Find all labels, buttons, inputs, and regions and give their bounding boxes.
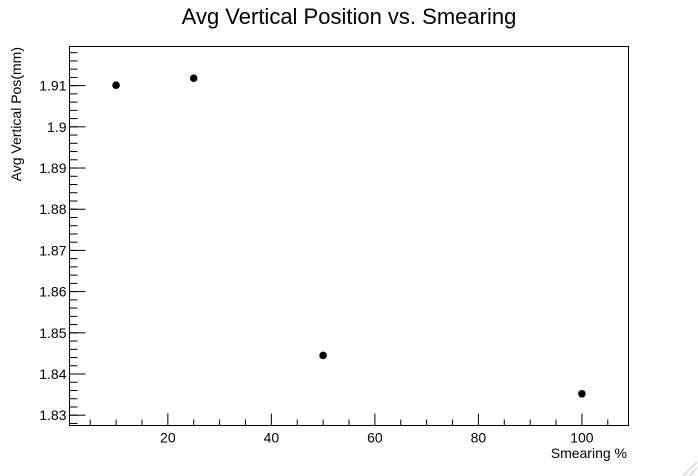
y-tick-label: 1.85 bbox=[39, 325, 66, 341]
y-axis-label: Avg Vertical Pos(mm) bbox=[8, 47, 24, 181]
data-point bbox=[578, 389, 586, 398]
data-points bbox=[112, 74, 586, 398]
x-tick-label: 20 bbox=[160, 430, 176, 446]
y-tick-label: 1.9 bbox=[47, 119, 67, 135]
x-tick-label: 40 bbox=[264, 430, 280, 446]
x-axis-ticks: 20 40 60 80 100 bbox=[160, 413, 594, 446]
y-tick-label: 1.84 bbox=[39, 366, 66, 382]
x-tick-label: 100 bbox=[570, 430, 594, 446]
y-tick-label: 1.83 bbox=[39, 407, 66, 423]
x-axis-label: Smearing % bbox=[551, 445, 627, 461]
y-tick-label: 1.86 bbox=[39, 284, 66, 300]
data-point bbox=[189, 74, 198, 83]
chart-title: Avg Vertical Position vs. Smearing bbox=[182, 4, 517, 29]
y-tick-label: 1.91 bbox=[39, 78, 66, 94]
data-point bbox=[319, 351, 327, 360]
y-tick-label: 1.89 bbox=[39, 160, 66, 176]
y-axis-ticks: 1.83 1.84 1.85 1.86 1.87 1.88 1.89 1.9 1.91 bbox=[39, 78, 86, 423]
x-tick-label: 60 bbox=[367, 430, 383, 446]
resize-grip[interactable] bbox=[682, 461, 698, 476]
x-axis-minor-ticks bbox=[89, 419, 609, 426]
data-point bbox=[112, 81, 120, 90]
x-tick-label: 80 bbox=[471, 430, 487, 446]
y-tick-label: 1.87 bbox=[39, 242, 66, 258]
y-tick-label: 1.88 bbox=[39, 201, 66, 217]
